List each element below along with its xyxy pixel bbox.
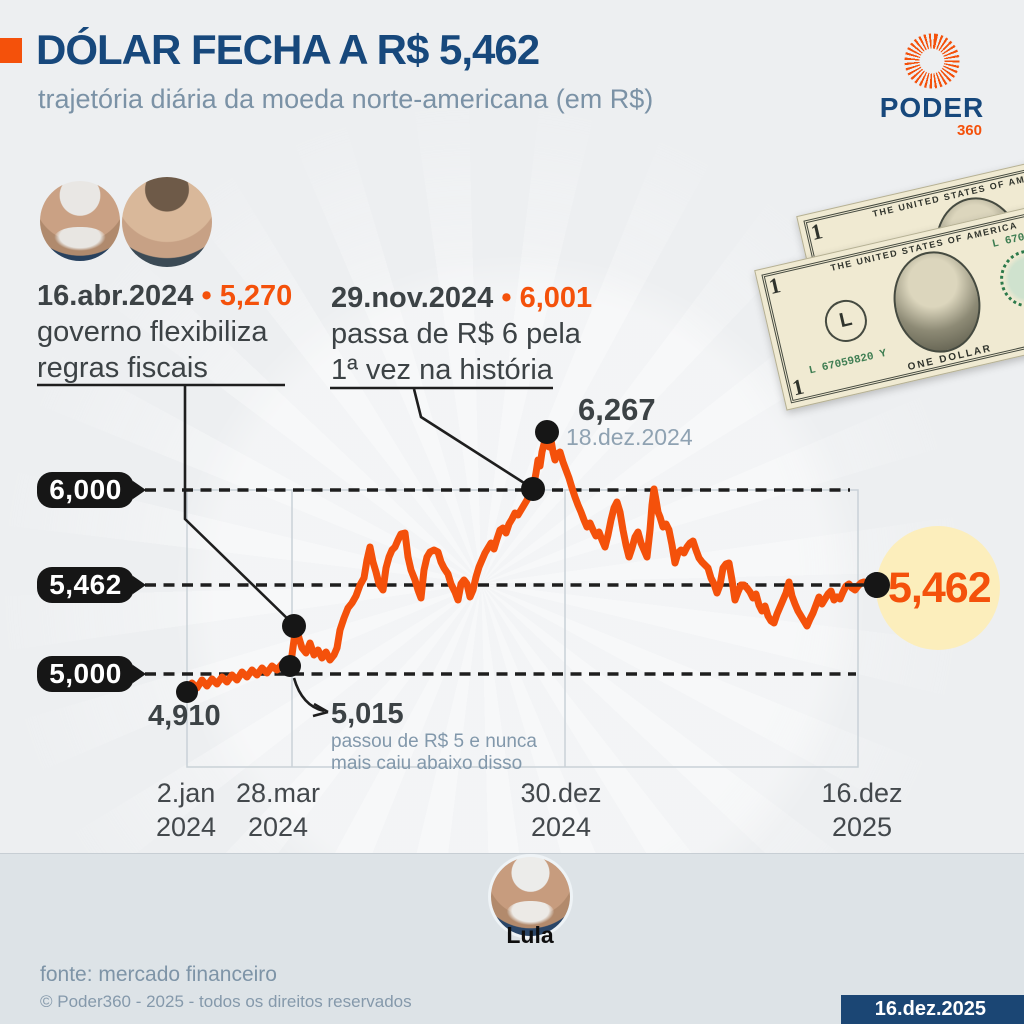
xtick-line: 30.dez [520,778,602,808]
haddad-photo [122,177,212,267]
xtick-line: 2024 [247,812,309,842]
source-text: fonte: mercado financeiro [40,963,277,986]
annotation-16abr2024: 16.abr.2024 • 5,270 governo flexibiliza … [37,278,292,386]
note-line: passou de R$ 5 e nunca [331,731,537,752]
data-point-dot [521,477,545,501]
data-point-dot [176,681,198,703]
annotation-value: 5,270 [219,280,293,312]
callout-line-16abr [183,386,294,625]
bullet-separator: • [201,280,212,312]
label-4910: 4,910 [148,700,221,732]
y-pill-6000: 6,000 [37,472,146,508]
copyright-text: © Poder360 - 2025 - todos os direitos re… [40,992,412,1011]
annotation-text: 1ª vez na história [331,354,553,386]
lula-photo-bottom [488,854,573,939]
xtick-line: 2025 [831,812,893,842]
xtick-line: 2.jan [156,778,216,808]
lula-name-label: Lula [506,922,554,948]
y-pill-5000: 5,000 [37,656,146,692]
label-6267-date: 18.dez.2024 [566,424,693,450]
arrow-5015-head [312,702,329,718]
header-accent-square [0,38,22,63]
end-highlight-circle [876,526,1000,650]
annotation-date: 16.abr.2024 [37,280,194,312]
xtick-line: 28.mar [235,778,321,808]
xtick-28mar2024: 28.mar 2024 [236,776,320,844]
annotation-text: regras fiscais [37,352,208,384]
price-line [183,428,881,696]
arrow-5015 [292,677,325,713]
label-6267: 6,267 [578,392,656,427]
poder360-wordmark: PODER [879,92,985,123]
page-subtitle: trajetória diária da moeda norte-america… [38,84,654,114]
xtick-16dez2025: 16.dez 2025 [821,776,902,844]
poder360-360-label: 360 [956,122,982,139]
label-5015: 5,015 [331,698,404,730]
end-value-label: 5,462 [888,564,992,612]
end-data-dot [864,572,890,598]
poder360-logo: PODER 360 [876,32,988,139]
page-title: DÓLAR FECHA A R$ 5,462 [36,26,540,73]
xtick-2jan2024: 2.jan 2024 [156,776,216,844]
annotation-date: 29.nov.2024 [331,282,494,314]
date-badge: 16.dez.2025 [840,995,1024,1024]
xtick-line: 2024 [530,812,592,842]
lula-photo [40,181,120,261]
data-point-dot [279,655,301,677]
annotation-text: passa de R$ 6 pela [331,318,581,350]
xtick-line: 16.dez [821,778,903,808]
xtick-30dez2024: 30.dez 2024 [520,776,601,844]
annotation-value: 6,001 [519,282,593,314]
note-line: mais caiu abaixo disso [331,753,523,774]
data-point-dot [282,614,306,638]
poder360-sunburst-icon [903,32,961,90]
annotation-29nov2024: 29.nov.2024 • 6,001 passa de R$ 6 pela 1… [331,280,592,388]
xtick-line: 2024 [155,812,217,842]
label-5015-note: passou de R$ 5 e nunca mais caiu abaixo … [331,731,537,775]
bullet-separator: • [501,282,512,314]
data-point-dot [535,420,559,444]
callout-line-29nov [412,388,533,490]
y-pill-5462: 5,462 [37,567,146,603]
annotation-text: governo flexibiliza [37,316,268,348]
